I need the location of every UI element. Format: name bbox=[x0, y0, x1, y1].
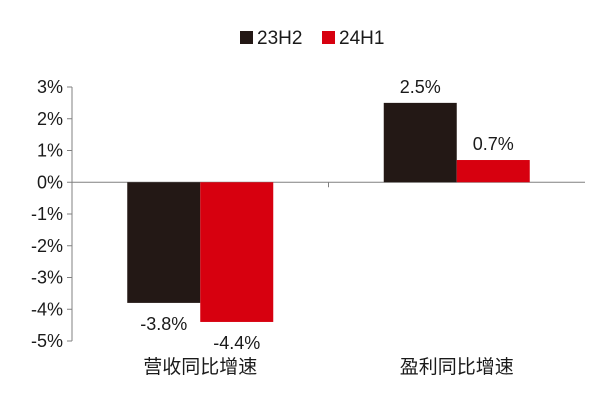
bar-24h1-1 bbox=[456, 160, 530, 183]
data-labels: -3.8% -4.4% 2.5% 0.7% bbox=[140, 77, 514, 353]
bar-24h1-0 bbox=[200, 182, 274, 322]
category-labels: 营收同比增速 盈利同比增速 bbox=[143, 356, 514, 378]
y-tick-label: 3% bbox=[37, 77, 63, 97]
data-label-23h2-1: 2.5% bbox=[400, 77, 441, 97]
y-tick-label: -2% bbox=[31, 236, 63, 256]
y-tick-label: 1% bbox=[37, 141, 63, 161]
y-tick-label: -1% bbox=[31, 204, 63, 224]
category-label-0: 营收同比增速 bbox=[143, 356, 257, 378]
data-label-24h1-1: 0.7% bbox=[473, 134, 514, 154]
bars bbox=[127, 102, 530, 322]
axes: 3% 2% 1% 0% -1% -2% -3% -4% -5% bbox=[31, 77, 585, 351]
legend-label-23h2: 23H2 bbox=[257, 28, 302, 49]
category-label-1: 盈利同比增速 bbox=[400, 356, 514, 378]
legend-label-24h1: 24H1 bbox=[339, 28, 384, 49]
bar-23h2-0 bbox=[127, 182, 201, 303]
legend-swatch-24h1 bbox=[322, 31, 335, 44]
y-tick-label: 2% bbox=[37, 109, 63, 129]
bar-23h2-1 bbox=[383, 102, 457, 183]
y-tick-label: -3% bbox=[31, 268, 63, 288]
legend-swatch-23h2 bbox=[240, 31, 253, 44]
data-label-23h2-0: -3.8% bbox=[140, 314, 187, 334]
y-tick-label: -5% bbox=[31, 331, 63, 351]
data-label-24h1-0: -4.4% bbox=[213, 333, 260, 353]
legend: 23H2 24H1 bbox=[240, 28, 384, 49]
y-tick-label: -4% bbox=[31, 299, 63, 319]
y-tick-label: 0% bbox=[37, 172, 63, 192]
